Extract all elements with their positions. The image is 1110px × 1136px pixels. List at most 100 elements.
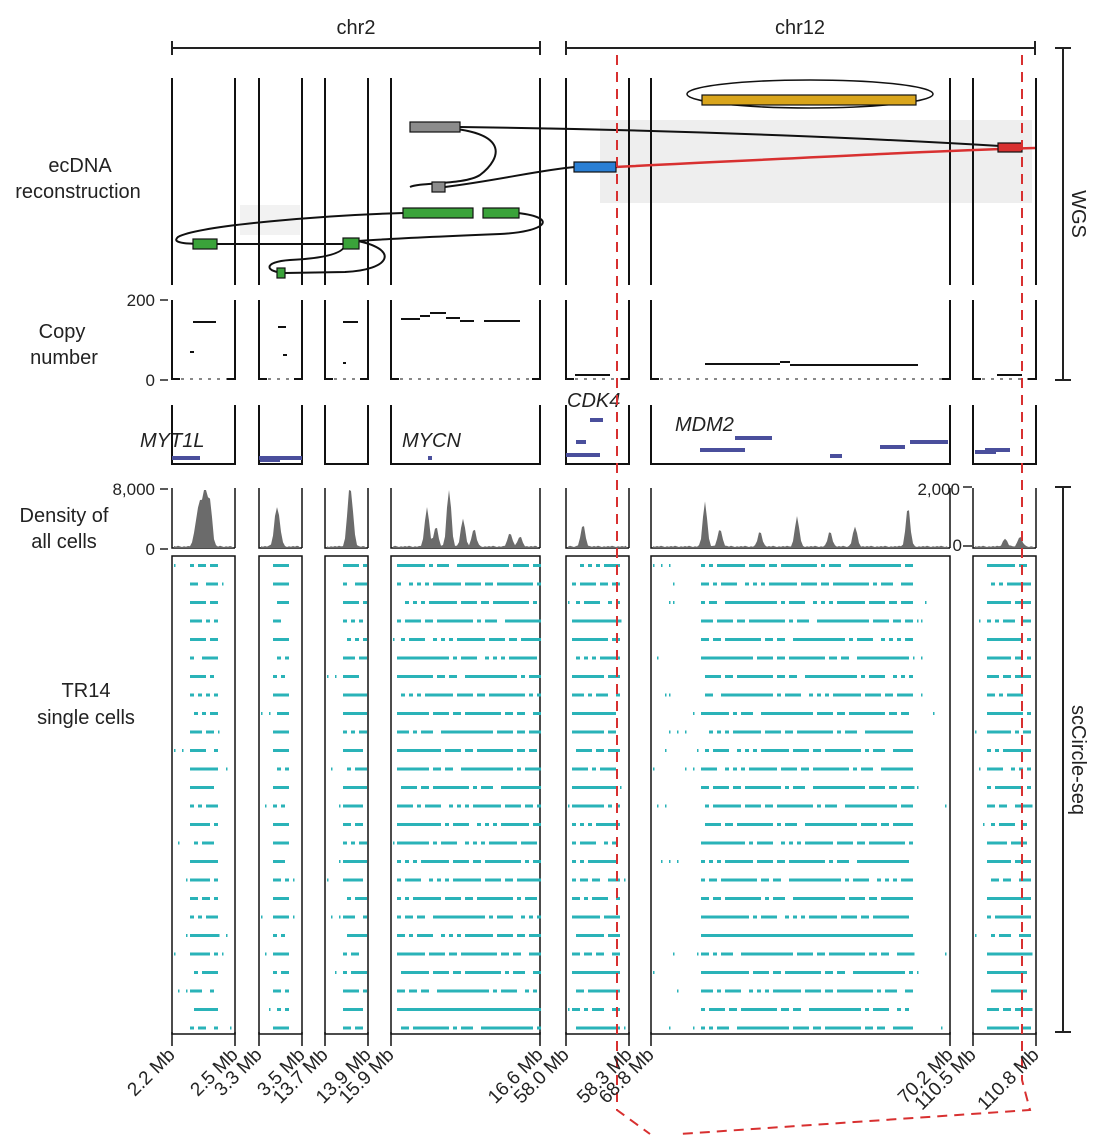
cell-mark-5-1-777	[777, 582, 781, 586]
cell-mark-5-19-729	[729, 915, 733, 919]
cell-mark-5-9-805	[805, 730, 809, 734]
cell-mark-5-12-889	[889, 786, 893, 789]
cell-mark-5-2-849	[849, 601, 853, 604]
cell-mark-1-10-277	[277, 749, 281, 752]
cell-mark-3-0-461	[461, 564, 465, 567]
cell-mark-3-18-505	[505, 897, 509, 900]
cell-mark-4-22-576	[576, 971, 580, 974]
cell-mark-5-16-669	[669, 860, 671, 863]
cell-mark-5-2-741	[741, 601, 745, 604]
cell-mark-3-5-533	[533, 656, 537, 660]
cell-mark-3-9-489	[489, 730, 493, 734]
cell-mark-5-7-869	[869, 693, 873, 697]
cell-mark-5-18-821	[821, 897, 825, 900]
cell-mark-5-14-861	[861, 823, 865, 826]
cell-mark-3-15-513	[513, 841, 517, 845]
cell-mark-3-1-449	[449, 582, 453, 586]
cell-mark-6-5-1027	[1027, 656, 1031, 660]
cell-mark-3-14-533	[533, 823, 537, 826]
cell-mark-5-0-821	[821, 564, 825, 567]
cn-panel-6	[972, 300, 1037, 380]
cell-mark-5-21-849	[849, 952, 853, 956]
cell-mark-6-20-1019	[1019, 934, 1023, 937]
cell-mark-0-15-202	[202, 841, 206, 845]
cell-mark-3-17-469	[469, 878, 473, 882]
cell-mark-5-24-769	[769, 1008, 773, 1011]
cell-mark-3-0-465	[465, 564, 469, 567]
cell-mark-2-2-347	[347, 601, 351, 604]
cell-mark-5-7-737	[737, 693, 741, 697]
cell-mark-5-16-893	[893, 860, 897, 863]
cell-mark-4-21-616	[616, 952, 620, 956]
cell-mark-4-20-576	[576, 934, 580, 937]
cell-mark-5-19-841	[841, 915, 845, 919]
cell-mark-3-22-425	[425, 971, 429, 974]
cell-mark-0-1-194	[194, 582, 198, 586]
cell-mark-2-19-343	[343, 915, 347, 919]
cell-mark-5-1-873	[873, 582, 877, 586]
cell-mark-5-16-841	[841, 860, 845, 863]
cell-mark-3-19-449	[449, 915, 453, 919]
cell-mark-6-4-1015	[1015, 638, 1019, 641]
cell-mark-5-19-889	[889, 915, 893, 919]
cell-mark-5-21-745	[745, 952, 749, 956]
cell-mark-5-25-793	[793, 1026, 797, 1030]
cell-mark-3-9-441	[441, 730, 445, 734]
cell-mark-5-21-945	[945, 952, 947, 956]
cell-mark-5-7-721	[721, 693, 725, 697]
cell-mark-5-13-865	[865, 804, 869, 808]
cell-mark-0-18-214	[214, 897, 218, 900]
cell-mark-3-3-513	[513, 619, 517, 623]
cell-mark-5-4-797	[797, 638, 801, 641]
cell-mark-4-13-568	[568, 804, 570, 808]
cell-mark-5-11-733	[733, 767, 737, 771]
cell-mark-6-24-1027	[1027, 1008, 1031, 1011]
cell-mark-5-14-869	[869, 823, 873, 826]
cell-mark-4-22-604	[604, 971, 608, 974]
cell-mark-3-23-525	[525, 989, 529, 993]
cell-mark-4-19-588	[588, 915, 592, 919]
cell-mark-6-0-987	[987, 564, 991, 567]
cell-mark-2-17-327	[327, 878, 329, 882]
cell-mark-1-10-285	[285, 749, 289, 752]
cell-mark-5-8-741	[741, 712, 745, 715]
cell-mark-5-21-857	[857, 952, 861, 956]
cell-mark-3-13-397	[397, 804, 401, 808]
cell-mark-5-15-861	[861, 841, 865, 845]
cell-mark-5-19-901	[901, 915, 905, 919]
cell-mark-5-14-725	[725, 823, 729, 826]
cell-mark-3-13-473	[473, 804, 477, 808]
cell-mark-3-4-513	[513, 638, 517, 641]
cell-mark-2-8-359	[359, 712, 363, 715]
cell-mark-5-16-865	[865, 860, 869, 863]
cell-mark-3-13-497	[497, 804, 501, 808]
cell-mark-6-9-1027	[1027, 730, 1031, 734]
cell-mark-3-1-529	[529, 582, 533, 586]
cell-mark-3-22-521	[521, 971, 525, 974]
cell-mark-1-12-277	[277, 786, 281, 789]
cell-mark-5-7-797	[797, 693, 801, 697]
cell-mark-3-12-537	[537, 786, 541, 789]
cell-mark-3-10-397	[397, 749, 401, 752]
cell-mark-5-14-849	[849, 823, 853, 826]
cell-mark-6-23-1015	[1015, 989, 1019, 993]
cell-mark-4-25-588	[588, 1026, 592, 1030]
cell-mark-3-5-413	[413, 656, 417, 660]
cell-mark-5-1-857	[857, 582, 861, 586]
cell-mark-2-14-355	[355, 823, 359, 826]
cell-mark-5-18-837	[837, 897, 841, 900]
cell-mark-6-6-987	[987, 675, 991, 678]
cell-mark-1-1-281	[281, 582, 285, 586]
cell-mark-3-18-477	[477, 897, 481, 900]
cell-mark-3-2-461	[461, 601, 465, 604]
cell-mark-5-19-765	[765, 915, 769, 919]
cell-mark-3-7-441	[441, 693, 445, 697]
cell-mark-1-21-273	[273, 952, 277, 956]
cell-mark-4-13-572	[572, 804, 576, 808]
cell-mark-6-21-1019	[1019, 952, 1023, 956]
density-curve-5	[653, 501, 948, 548]
cell-mark-5-23-905	[905, 989, 909, 993]
cell-mark-3-5-441	[441, 656, 445, 660]
cell-mark-5-13-889	[889, 804, 893, 808]
cell-mark-4-4-612	[612, 638, 616, 641]
